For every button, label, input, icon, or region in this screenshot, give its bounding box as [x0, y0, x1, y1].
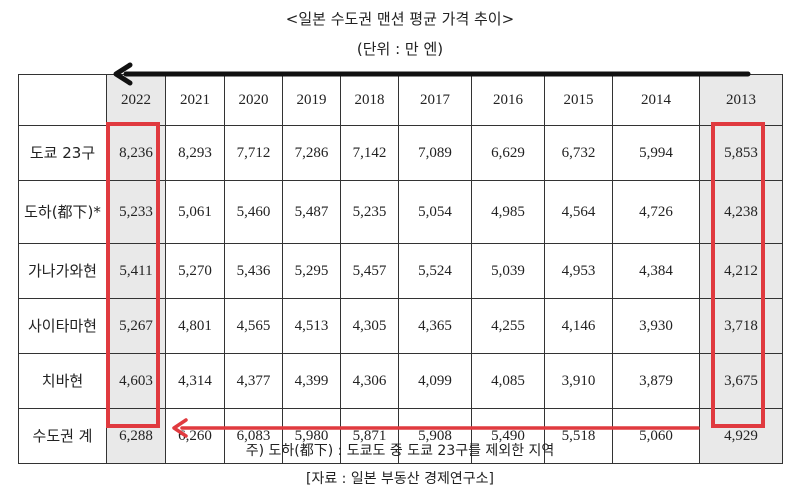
- table-cell: 5,853: [699, 125, 783, 181]
- table-cell: 5,908: [398, 408, 472, 464]
- table-cell: 5,518: [544, 408, 613, 464]
- table-row: 치바현 4,603 4,314 4,377 4,399 4,306 4,099 …: [18, 353, 783, 409]
- table-cell: 8,236: [106, 125, 166, 181]
- table-cell: 4,801: [165, 298, 225, 354]
- table-cell: 5,061: [165, 180, 225, 244]
- table-cell: 4,726: [612, 180, 700, 244]
- table-cell: 5,460: [224, 180, 283, 244]
- table-cell: 6,083: [224, 408, 283, 464]
- table-cell: 4,377: [224, 353, 283, 409]
- table-cell: 4,399: [282, 353, 341, 409]
- year-header: 2017: [398, 74, 472, 126]
- table-cell: 4,146: [544, 298, 613, 354]
- table-cell: 6,732: [544, 125, 613, 181]
- table-row: 가나가와현 5,411 5,270 5,436 5,295 5,457 5,52…: [18, 243, 783, 299]
- table-cell: 3,910: [544, 353, 613, 409]
- row-label: 도쿄 23구: [18, 125, 107, 181]
- table-cell: 4,306: [340, 353, 399, 409]
- unit-label: (단위 : 만 엔): [356, 40, 444, 58]
- year-header: 2014: [612, 74, 700, 126]
- table-cell: 4,099: [398, 353, 472, 409]
- table-cell: 7,142: [340, 125, 399, 181]
- table-cell: 4,305: [340, 298, 399, 354]
- table-cell: 5,235: [340, 180, 399, 244]
- year-header: 2013: [699, 74, 783, 126]
- table-cell: 5,295: [282, 243, 341, 299]
- table-cell: 4,603: [106, 353, 166, 409]
- table-cell: 5,270: [165, 243, 225, 299]
- table-cell: 7,089: [398, 125, 472, 181]
- year-header: 2019: [282, 74, 341, 126]
- table-cell: 7,286: [282, 125, 341, 181]
- table-cell: 7,712: [224, 125, 283, 181]
- table-cell: 4,513: [282, 298, 341, 354]
- row-label: 도하(都下)*: [18, 180, 107, 244]
- table-cell: 5,980: [282, 408, 341, 464]
- table-cell: 5,994: [612, 125, 700, 181]
- year-header: 2018: [340, 74, 399, 126]
- table-cell: 5,054: [398, 180, 472, 244]
- footnote: 주) 도하(都下) : 도쿄도 중 도쿄 23구를 제외한 지역: [245, 443, 555, 459]
- table-cell: 4,238: [699, 180, 783, 244]
- source-label: [자료 : 일본 부동산 경제연구소]: [305, 471, 494, 487]
- row-label: 사이타마현: [18, 298, 107, 354]
- year-header: 2021: [165, 74, 225, 126]
- row-label: 치바현: [18, 353, 107, 409]
- table-cell: 5,233: [106, 180, 166, 244]
- table-cell: 5,436: [224, 243, 283, 299]
- table-cell: 5,039: [471, 243, 545, 299]
- table-cell: 5,060: [612, 408, 700, 464]
- table-cell: 6,629: [471, 125, 545, 181]
- table-row: 도하(都下)* 5,233 5,061 5,460 5,487 5,235 5,…: [18, 180, 783, 244]
- table-cell: 5,411: [106, 243, 166, 299]
- price-table: 2022 2021 2020 2019 2018 2017 2016 2015 …: [18, 74, 783, 464]
- table-cell: 4,565: [224, 298, 283, 354]
- table-cell: 4,384: [612, 243, 700, 299]
- header-row: 2022 2021 2020 2019 2018 2017 2016 2015 …: [18, 74, 783, 126]
- table-title: <일본 수도권 맨션 평균 가격 추이>: [285, 10, 515, 28]
- table-cell: 8,293: [165, 125, 225, 181]
- table-cell: 5,457: [340, 243, 399, 299]
- table-cell: 4,255: [471, 298, 545, 354]
- table-row: 사이타마현 5,267 4,801 4,565 4,513 4,305 4,36…: [18, 298, 783, 354]
- table-cell: 4,212: [699, 243, 783, 299]
- table-cell: 4,564: [544, 180, 613, 244]
- year-header: 2016: [471, 74, 545, 126]
- table-cell: 3,879: [612, 353, 700, 409]
- table-cell: 4,953: [544, 243, 613, 299]
- table-cell: 3,930: [612, 298, 700, 354]
- table-cell: 5,487: [282, 180, 341, 244]
- year-header: 2015: [544, 74, 613, 126]
- table-cell: 4,365: [398, 298, 472, 354]
- table-row: 도쿄 23구 8,236 8,293 7,712 7,286 7,142 7,0…: [18, 125, 783, 181]
- table-cell: 4,985: [471, 180, 545, 244]
- corner-cell: [18, 74, 107, 126]
- row-label: 수도권 계: [18, 408, 107, 464]
- table-cell: 3,675: [699, 353, 783, 409]
- table-cell: 5,490: [471, 408, 545, 464]
- table-cell: 5,524: [398, 243, 472, 299]
- table-cell: 4,314: [165, 353, 225, 409]
- year-header: 2020: [224, 74, 283, 126]
- year-header: 2022: [106, 74, 166, 126]
- table-cell: 4,085: [471, 353, 545, 409]
- row-label: 가나가와현: [18, 243, 107, 299]
- table-cell: 3,718: [699, 298, 783, 354]
- table-cell: 5,267: [106, 298, 166, 354]
